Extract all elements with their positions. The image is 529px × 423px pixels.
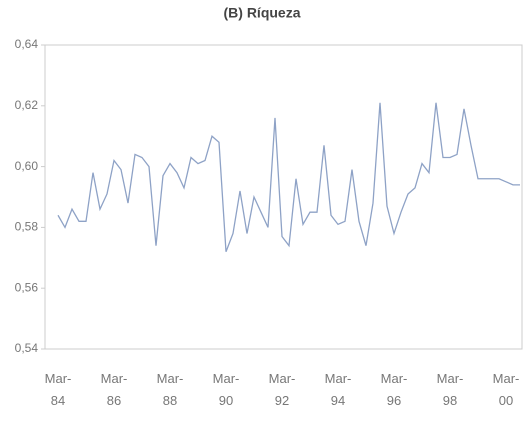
x-tick-label: Mar-86 — [100, 371, 128, 408]
x-tick-label: Mar-00 — [492, 371, 520, 408]
y-tick-label: 0,54 — [15, 341, 39, 355]
x-tick-label: Mar-92 — [268, 371, 296, 408]
x-tick-label: Mar-84 — [44, 371, 72, 408]
y-tick-label: 0,56 — [15, 280, 39, 294]
chart-title: (B) Ríqueza — [224, 5, 301, 21]
data-line — [57, 102, 520, 252]
x-tick-label: Mar-94 — [324, 371, 352, 408]
y-tick-label: 0,58 — [15, 220, 39, 234]
x-tick-label: Mar-90 — [212, 371, 240, 408]
x-tick-label: Mar-96 — [380, 371, 408, 408]
y-tick-label: 0,60 — [15, 159, 39, 173]
y-tick-label: 0,62 — [15, 98, 39, 112]
plot-frame — [44, 44, 523, 350]
x-tick-label: Mar-98 — [436, 371, 464, 408]
x-tick-label: Mar-88 — [156, 371, 184, 408]
y-tick-label: 0,64 — [15, 37, 39, 51]
